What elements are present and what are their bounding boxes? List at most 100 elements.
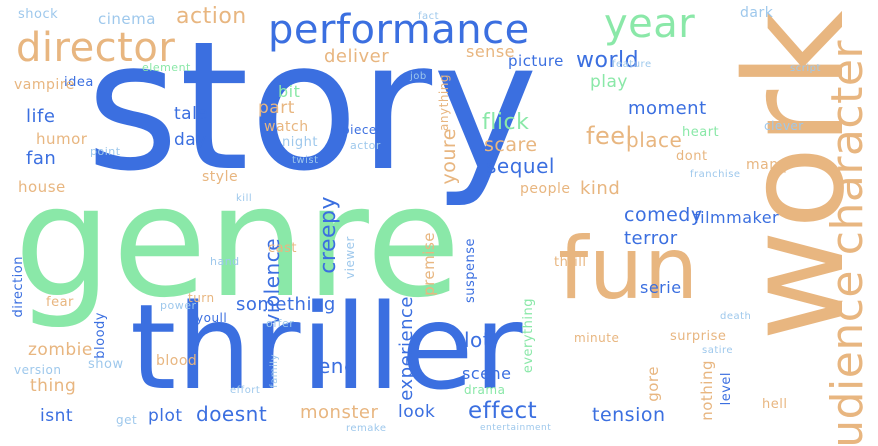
word-anything: anything — [437, 74, 451, 131]
word-element: element — [142, 61, 191, 74]
word-tension: tension — [592, 404, 666, 426]
word-suspense: suspense — [463, 238, 478, 304]
word-vampire: vampire — [14, 77, 75, 93]
word-feature: feature — [612, 59, 652, 70]
word-hand: hand — [210, 255, 240, 268]
word-plot: plot — [148, 406, 183, 426]
word-world: world — [576, 48, 640, 73]
word-actor: actor — [350, 139, 381, 152]
word-franchise: franchise — [690, 169, 741, 180]
word-scare: scare — [484, 134, 538, 156]
word-night: night — [282, 135, 318, 150]
word-monster: monster — [300, 402, 379, 423]
word-youre: youre — [438, 128, 460, 185]
word-man: man_ — [746, 157, 787, 173]
word-house: house — [18, 178, 66, 196]
word-deliver: deliver — [324, 46, 390, 67]
word-satire: satire — [702, 345, 734, 356]
word-comedy: comedy — [624, 204, 703, 226]
word-family: family — [269, 354, 280, 388]
word-cinema: cinema — [98, 10, 156, 28]
word-idea: idea — [64, 75, 94, 90]
word-experience: experience — [396, 296, 417, 401]
word-life: life — [26, 106, 56, 127]
word-performance: performance — [268, 7, 530, 53]
word-script: script — [790, 63, 821, 74]
word-lot: lot — [464, 328, 492, 352]
word-something: something — [236, 294, 336, 315]
word-youll: youll — [196, 311, 228, 325]
word-flick: flick — [482, 110, 530, 135]
word-piece: piece — [342, 123, 377, 137]
word-thrill: thrill — [554, 255, 587, 270]
word-effort: effort — [230, 385, 261, 396]
word-people: people — [520, 181, 571, 197]
word-action: action — [176, 4, 247, 29]
word-year: year — [604, 1, 696, 47]
word-job: job — [410, 71, 427, 82]
word-hell: hell — [762, 397, 788, 412]
word-level: level — [719, 372, 734, 406]
word-blood: blood — [156, 353, 198, 369]
word-nothing: nothing — [698, 360, 716, 421]
word-version: version — [14, 363, 62, 377]
word-humor: humor — [36, 130, 88, 148]
word-doesnt: doesnt — [196, 402, 268, 426]
word-twist: twist — [292, 155, 319, 166]
word-effect: effect — [468, 398, 538, 424]
word-surprise: surprise — [670, 329, 727, 344]
word-everything: everything — [521, 298, 536, 374]
word-isnt: isnt — [40, 406, 74, 426]
word-fact: fact — [418, 11, 440, 22]
word-bit: bit — [278, 82, 301, 101]
word-sense: sense — [466, 42, 515, 61]
word-style: style — [202, 169, 239, 185]
word-clever: clever — [764, 119, 804, 133]
word-thing: thing — [30, 376, 77, 396]
word-serie: serie — [640, 278, 682, 297]
word-offer: offer — [266, 317, 295, 330]
word-bloody: bloody — [93, 312, 108, 359]
word-scene: scene — [462, 364, 512, 383]
word-premise: premise — [420, 232, 438, 296]
word-shock: shock — [18, 7, 59, 22]
word-day: day — [174, 130, 207, 150]
word-tale: tale — [174, 104, 209, 124]
word-end: end — [318, 354, 358, 378]
word-place: place — [626, 128, 683, 152]
word-minute: minute — [574, 331, 620, 345]
word-play: play — [590, 72, 628, 92]
word-moment: moment — [628, 98, 707, 119]
word-show: show — [88, 357, 124, 372]
word-point: point — [90, 145, 121, 158]
word-fear: fear — [46, 295, 74, 310]
word-dark: dark — [740, 5, 774, 21]
word-creepy: creepy — [316, 196, 341, 274]
word-drama: drama — [464, 383, 506, 397]
word-gore: gore — [644, 366, 662, 402]
word-filmmaker: filmmaker — [694, 208, 780, 227]
word-death: death — [720, 311, 752, 322]
word-direction: direction — [11, 256, 26, 318]
word-kill: kill — [236, 193, 253, 204]
word-kind: kind — [580, 178, 621, 199]
word-audience: audience — [822, 270, 873, 446]
word-genre: genre — [14, 153, 462, 332]
word-turn: turn — [188, 291, 215, 305]
word-watch: watch — [264, 119, 309, 135]
word-director: director — [16, 25, 176, 71]
word-heart: heart — [682, 125, 720, 140]
word-power: power — [160, 299, 197, 312]
word-get: get — [116, 413, 138, 427]
word-character: character — [822, 40, 873, 256]
word-sequel: sequel — [486, 154, 555, 178]
word-feel: feel — [586, 122, 633, 150]
word-story: story — [86, 3, 539, 210]
word-part: part — [258, 98, 295, 118]
word-entertainment: entertainment — [480, 423, 552, 433]
word-remake: remake — [346, 423, 387, 434]
word-viewer: viewer — [343, 236, 357, 279]
word-terror: terror — [624, 228, 678, 249]
word-look: look — [398, 402, 436, 422]
